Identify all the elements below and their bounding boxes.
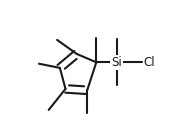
Text: Si: Si bbox=[111, 56, 122, 69]
Text: Cl: Cl bbox=[144, 56, 155, 69]
